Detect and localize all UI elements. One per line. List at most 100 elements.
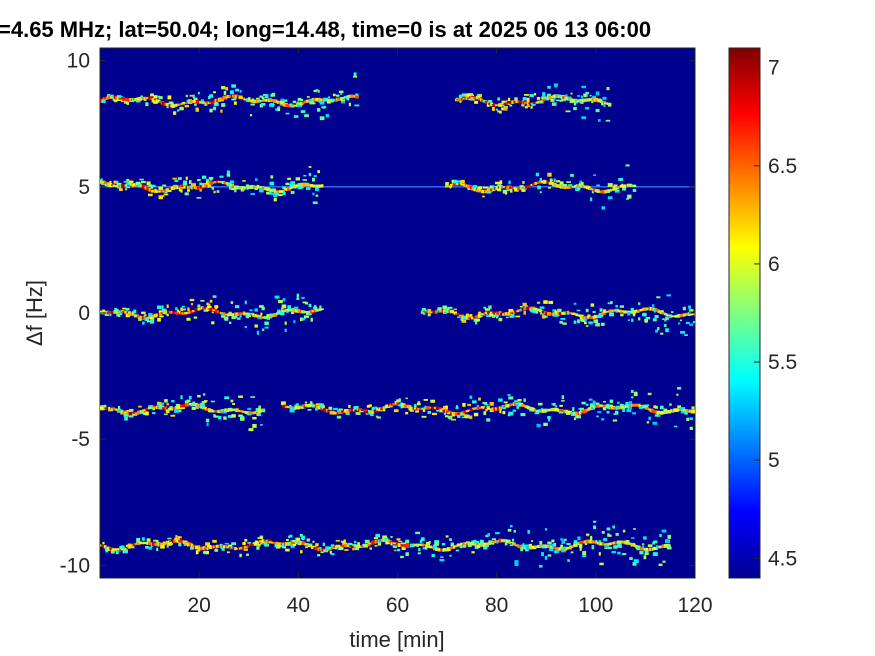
spectral-cell	[588, 321, 593, 324]
spectral-cell	[128, 412, 134, 416]
spectral-cell	[312, 177, 315, 182]
spectral-cell	[364, 409, 369, 413]
spectral-cell	[131, 543, 135, 547]
spectral-cell	[421, 415, 427, 418]
spectral-cell	[537, 185, 541, 190]
spectral-cell	[131, 313, 135, 316]
spectral-cell	[180, 405, 184, 408]
spectral-cell	[146, 538, 151, 541]
spectral-cell	[552, 407, 556, 412]
y-tick-label: 0	[78, 302, 90, 325]
spectral-cell	[646, 407, 650, 410]
spectral-cell	[341, 543, 345, 548]
spectral-cell	[532, 182, 536, 186]
spectral-cell	[608, 534, 612, 537]
spectral-cell	[544, 528, 548, 531]
x-tick-label: 20	[187, 594, 210, 617]
spectral-cell	[285, 182, 290, 186]
spectral-cell	[692, 321, 695, 324]
spectral-cell	[622, 187, 627, 191]
spectral-cell	[148, 313, 153, 316]
spectral-cell	[231, 313, 236, 317]
spectral-cell	[417, 407, 421, 411]
spectral-cell	[551, 543, 555, 548]
spectral-cell	[614, 189, 620, 193]
spectral-cell	[320, 551, 324, 553]
spectral-cell	[277, 309, 281, 313]
spectral-cell	[153, 313, 158, 318]
spectral-cell	[619, 305, 624, 308]
spectral-cell	[153, 95, 158, 99]
spectral-cell	[593, 401, 596, 405]
spectral-cell	[606, 103, 610, 106]
spectral-cell	[670, 311, 674, 314]
spectral-cell	[484, 404, 489, 406]
spectral-cell	[447, 183, 450, 186]
spectral-cell	[110, 95, 115, 99]
spectral-cell	[182, 183, 188, 186]
spectral-cell	[281, 546, 287, 549]
spectral-cell	[129, 182, 133, 186]
spectral-cell	[221, 315, 226, 318]
spectral-cell	[322, 542, 326, 547]
spectral-cell	[462, 95, 466, 97]
spectral-cell	[256, 330, 260, 335]
spectral-cell	[591, 190, 594, 194]
spectral-cell	[264, 326, 269, 329]
spectral-cell	[539, 544, 543, 548]
spectral-cell	[664, 319, 667, 322]
spectral-cell	[114, 307, 118, 312]
spectral-cell	[206, 179, 210, 183]
spectral-cell	[617, 309, 620, 312]
spectral-cell	[382, 535, 387, 540]
spectral-cell	[612, 406, 618, 409]
spectral-cell	[155, 540, 159, 543]
spectral-cell	[539, 540, 543, 545]
spectral-cell	[689, 323, 694, 326]
spectral-cell	[304, 114, 309, 118]
spectral-cell	[259, 540, 264, 543]
spectral-cell	[131, 98, 135, 103]
spectral-cell	[546, 93, 552, 98]
spectral-cell	[573, 102, 577, 106]
spectral-traces	[100, 72, 695, 568]
spectral-cell	[307, 409, 312, 411]
spectral-cell	[226, 94, 231, 99]
spectral-cell	[575, 543, 579, 546]
spectral-cell	[503, 401, 508, 404]
spectral-cell	[352, 544, 355, 546]
spectral-cell	[631, 537, 635, 539]
spectral-cell	[519, 308, 523, 311]
spectral-cell	[306, 96, 310, 98]
spectral-cell	[573, 417, 577, 421]
spectral-cell	[145, 546, 149, 549]
spectral-cell	[127, 313, 132, 317]
spectral-cell	[533, 309, 537, 314]
spectral-cell	[486, 313, 491, 318]
spectral-cell	[211, 186, 215, 190]
spectral-cell	[442, 312, 447, 314]
spectral-cell	[654, 315, 659, 319]
spectral-cell	[469, 395, 473, 399]
spectral-cell	[163, 193, 169, 196]
spectral-cell	[205, 418, 210, 423]
spectral-cell	[333, 407, 338, 411]
spectral-cell	[254, 308, 258, 312]
spectral-cell	[286, 539, 289, 542]
spectral-cell	[332, 93, 336, 97]
spectral-cell	[312, 192, 315, 196]
spectral-cell	[165, 540, 170, 544]
spectral-cell	[460, 179, 465, 184]
spectral-cell	[589, 537, 593, 542]
spectral-cell	[436, 309, 440, 313]
spectral-cell	[190, 310, 194, 313]
spectral-cell	[308, 303, 312, 308]
spectral-cell	[190, 302, 194, 306]
spectral-cell	[266, 191, 271, 195]
spectral-cell	[486, 418, 491, 422]
spectral-cell	[607, 302, 612, 305]
spectral-cell	[264, 543, 270, 546]
spectral-cell	[330, 544, 335, 547]
spectral-cell	[599, 99, 603, 103]
spectral-cell	[570, 92, 573, 95]
